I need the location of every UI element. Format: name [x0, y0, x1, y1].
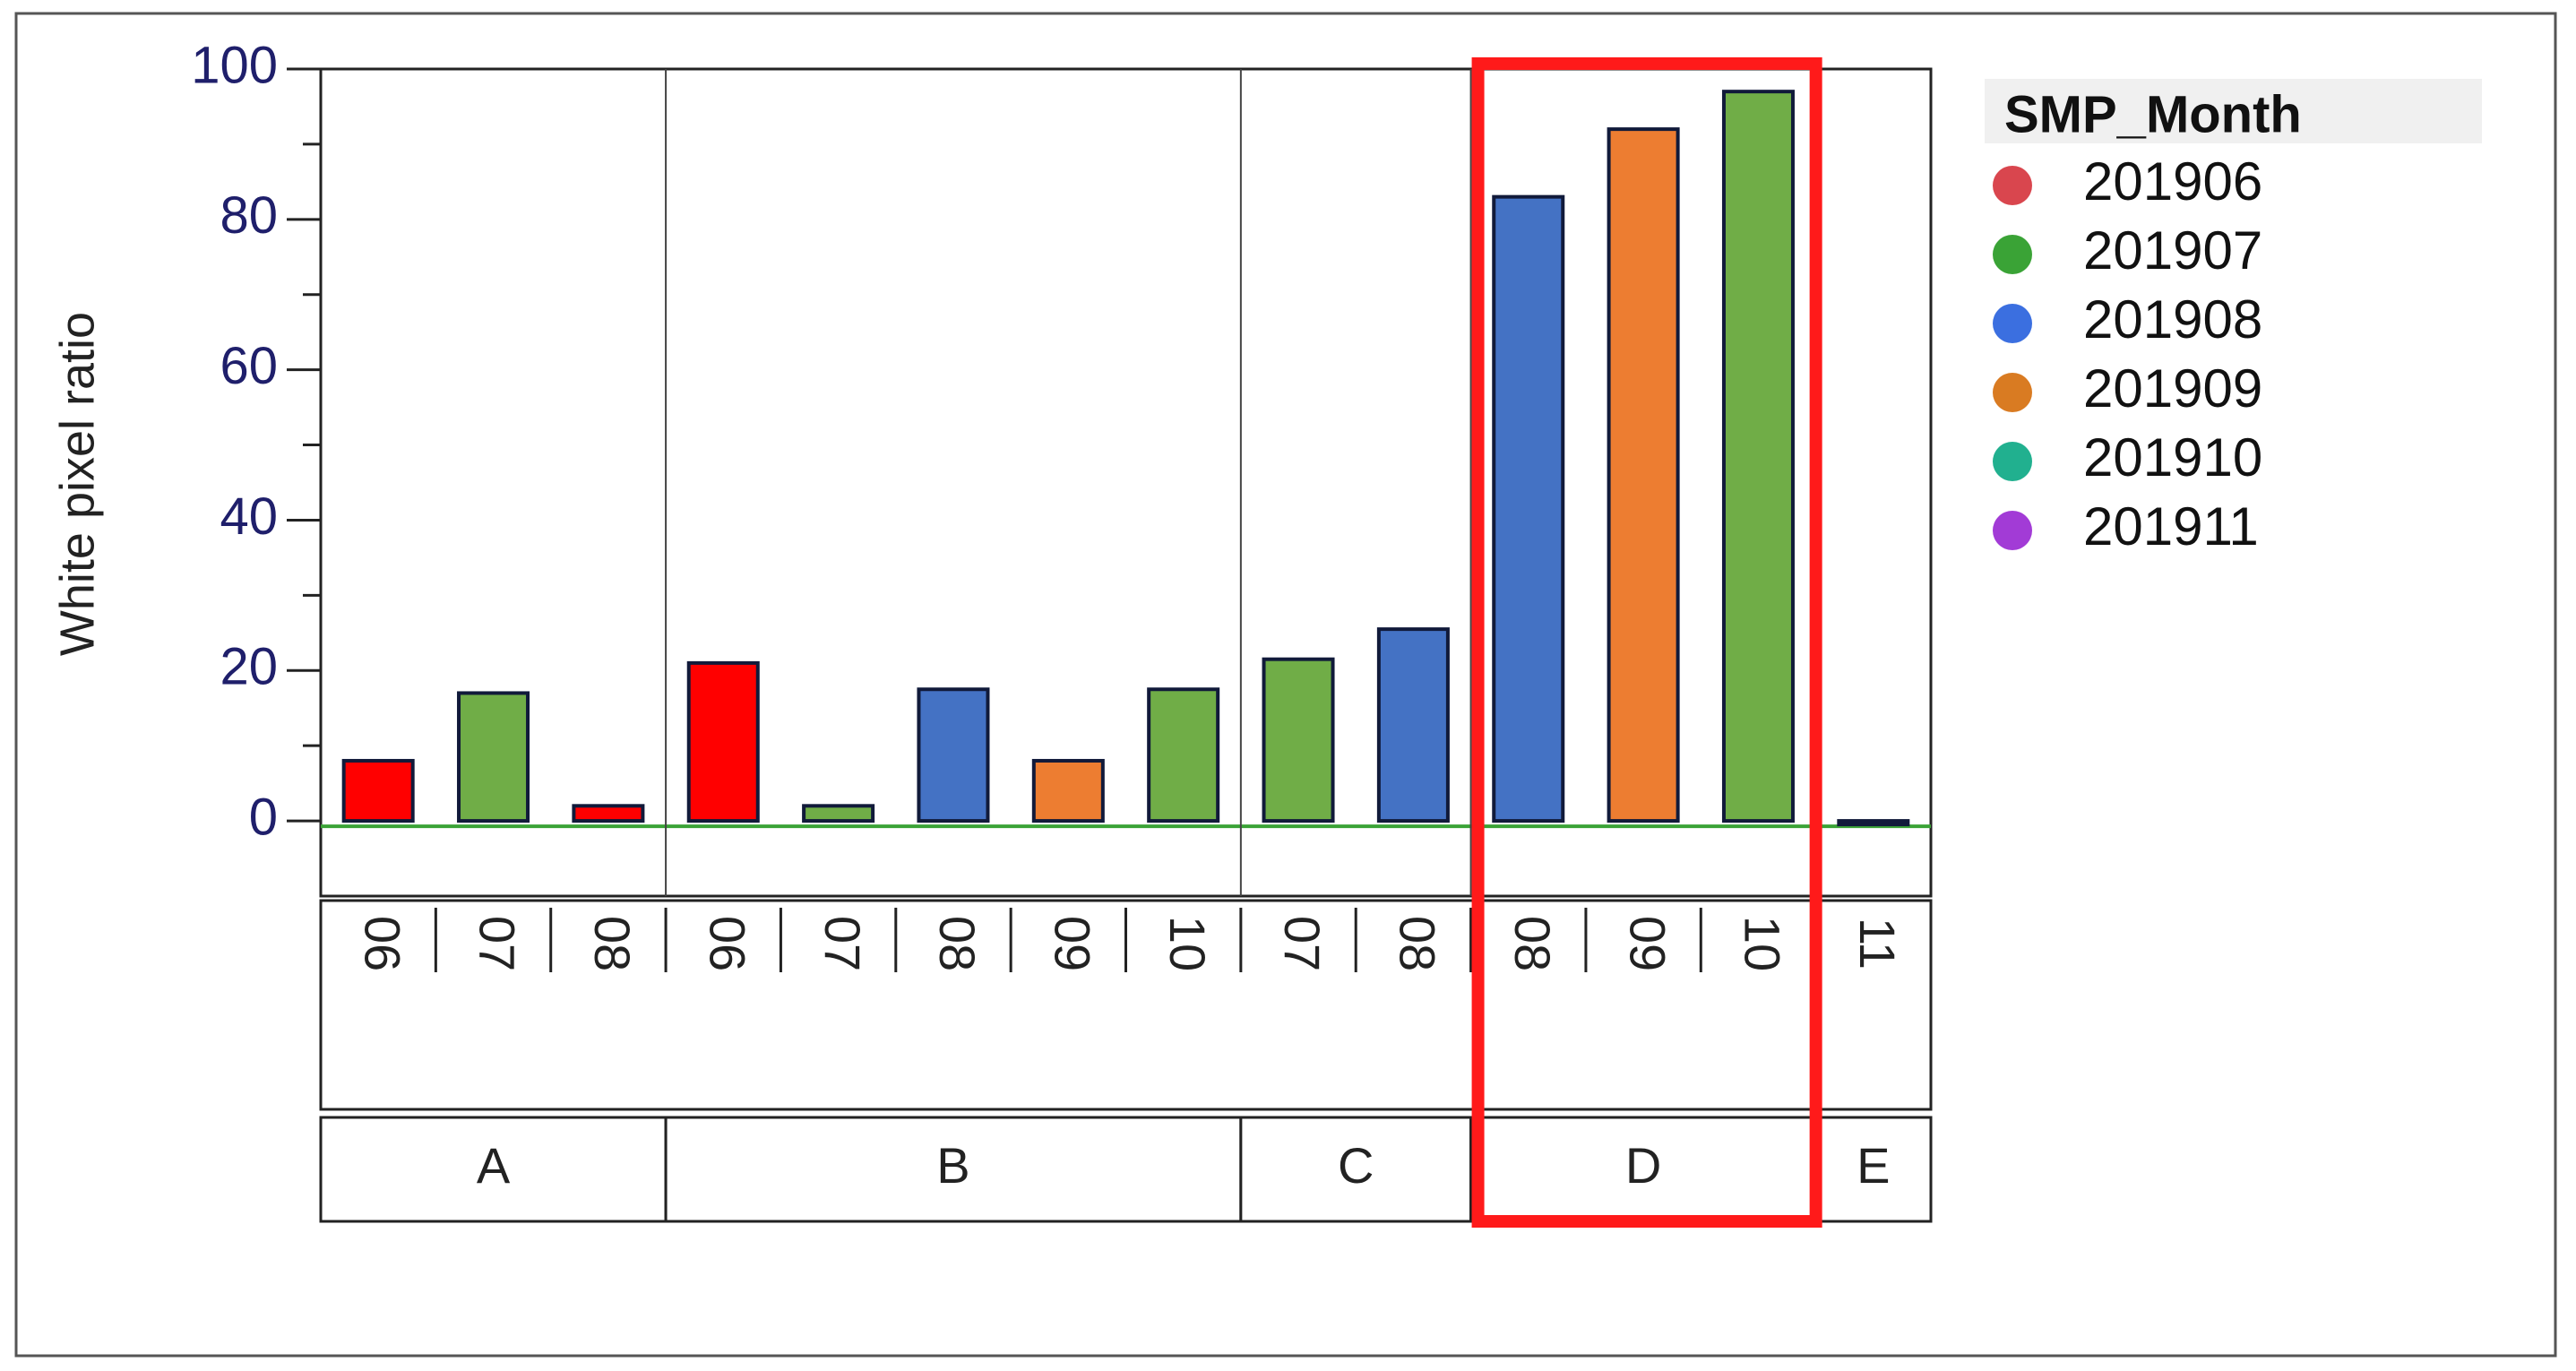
legend-marker — [1993, 166, 2032, 205]
y-tick-label: 80 — [220, 186, 278, 245]
legend-marker — [1993, 442, 2032, 481]
group-cell — [1814, 1116, 1933, 1223]
category-label: 08 — [584, 916, 641, 971]
legend-label: 201911 — [2083, 496, 2259, 556]
bar — [1376, 627, 1450, 823]
category-label: 10 — [1159, 916, 1216, 971]
legend-label: 201910 — [2083, 427, 2262, 487]
group-cell — [664, 1116, 1243, 1223]
legend-title-bg — [1985, 79, 2482, 143]
category-label: 10 — [1735, 916, 1791, 971]
group-label: E — [1857, 1137, 1890, 1194]
bar — [1031, 758, 1105, 823]
group-label: D — [1625, 1137, 1661, 1194]
bar — [1837, 819, 1910, 827]
group-cell — [319, 1116, 668, 1223]
group-cell — [1469, 1116, 1818, 1223]
bar — [457, 691, 530, 823]
legend-marker — [1993, 511, 2032, 550]
plot-area — [319, 67, 1933, 898]
category-label: 07 — [470, 916, 526, 971]
y-tick-label: 60 — [220, 337, 278, 395]
y-tick-label: 100 — [191, 36, 278, 94]
y-axis-label: White pixel ratio — [50, 312, 104, 656]
group-cell — [1239, 1116, 1473, 1223]
legend-label: 201907 — [2083, 220, 2262, 280]
highlight-box — [1471, 57, 1822, 1228]
category-label: 07 — [1274, 916, 1331, 971]
bar — [802, 804, 875, 823]
bar — [1492, 194, 1565, 823]
legend-title: SMP_Month — [2004, 85, 2302, 143]
legend-marker — [1993, 235, 2032, 274]
group-label: C — [1338, 1137, 1374, 1194]
bar — [341, 758, 415, 823]
category-label: 08 — [1504, 916, 1561, 971]
category-label: 07 — [814, 916, 871, 971]
category-label: 11 — [1849, 918, 1906, 970]
bar — [686, 660, 760, 823]
category-area — [319, 899, 1933, 1111]
bar — [572, 804, 645, 823]
y-tick-label: 20 — [220, 638, 278, 696]
bar — [1262, 657, 1335, 823]
category-label: 06 — [354, 916, 410, 971]
legend-label: 201906 — [2083, 151, 2262, 211]
category-label: 09 — [1045, 916, 1101, 971]
legend-label: 201909 — [2083, 358, 2262, 418]
bar — [1721, 90, 1795, 823]
category-label: 09 — [1619, 916, 1676, 971]
y-tick-label: 0 — [249, 788, 278, 846]
y-tick-label: 40 — [220, 487, 278, 546]
category-label: 08 — [929, 916, 986, 971]
bar — [1607, 127, 1680, 823]
legend-marker — [1993, 304, 2032, 343]
group-label: B — [936, 1137, 969, 1194]
group-label: A — [477, 1137, 511, 1194]
category-label: 06 — [699, 916, 755, 971]
bar — [917, 687, 990, 823]
legend-marker — [1993, 373, 2032, 412]
bar — [1147, 687, 1220, 823]
legend-label: 201908 — [2083, 289, 2262, 349]
category-label: 08 — [1390, 916, 1446, 971]
